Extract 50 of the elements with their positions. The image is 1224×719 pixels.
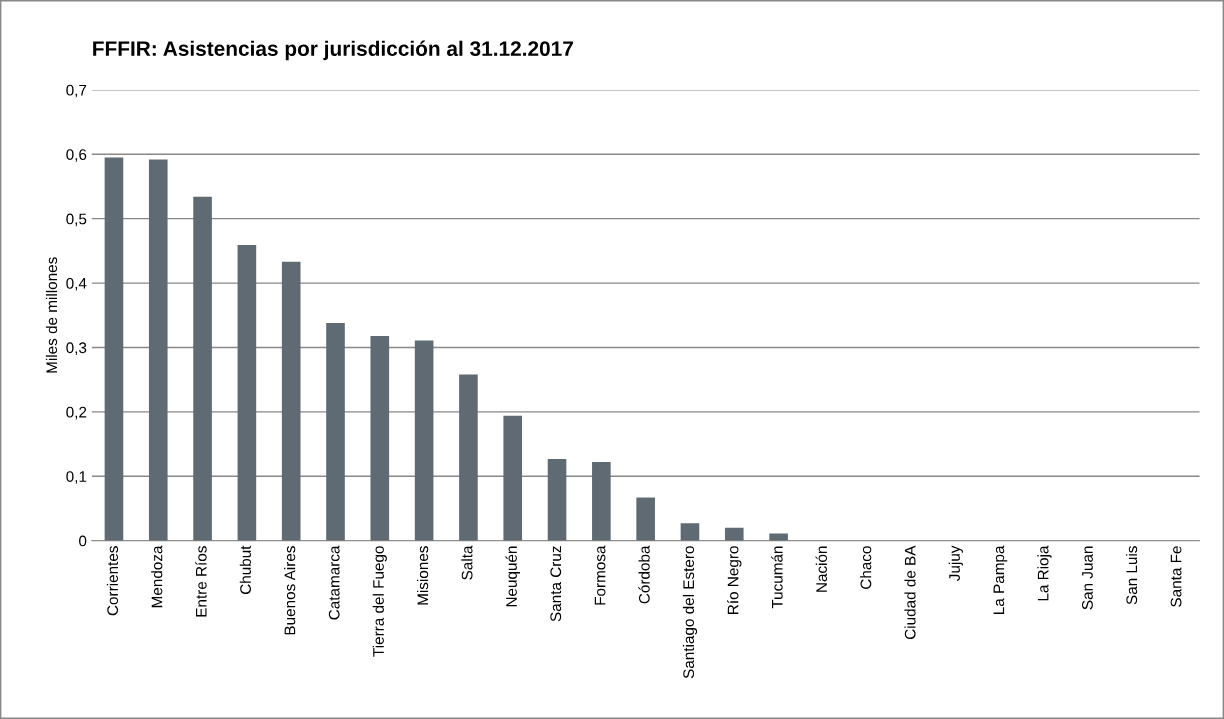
x-tick-label: La Pampa [993, 545, 1008, 614]
y-tick-label: 0,3 [66, 342, 87, 355]
x-tick-label: Salta [461, 545, 473, 580]
x-tick-label: Neuquén [505, 546, 520, 607]
x-tick-label: Corrientes [106, 546, 119, 616]
bar [281, 261, 301, 541]
x-tick-label: La Rioja [1037, 545, 1052, 601]
x-tick-label: Entre Ríos [195, 546, 207, 617]
bar [370, 335, 390, 541]
bar [148, 159, 168, 541]
bar [503, 415, 523, 541]
x-tick-label: Mendoza [151, 545, 163, 608]
bar [724, 527, 744, 541]
y-tick-label: 0,2 [66, 406, 87, 420]
x-tick-label: Tierra del Fuego [372, 546, 387, 657]
bar [104, 157, 124, 541]
x-tick-label: Río Negro [727, 546, 742, 614]
x-tick-label: Santa Fe [1170, 546, 1182, 607]
x-tick-label: Santiago del Estero [682, 546, 698, 679]
y-tick-label: 0,5 [66, 213, 87, 227]
x-tick-label: Ciudad de BA [904, 545, 916, 640]
bar [547, 458, 567, 541]
bar [592, 462, 611, 541]
x-tick-label: Catamarca [328, 545, 340, 620]
y-tick-label: 0,7 [66, 84, 87, 98]
bar [193, 196, 212, 541]
y-tick-label: 0,6 [66, 149, 87, 162]
bar [680, 523, 700, 541]
x-tick-label: Santa Cruz [550, 546, 562, 622]
chart-title: FFFIR: Asistencias por jurisdicción al 31.12.2017 [93, 40, 573, 61]
y-tick-label: 0 [79, 535, 87, 547]
y-axis-title: Miles de millones [45, 257, 58, 373]
x-tick-label: Misiones [417, 546, 429, 605]
x-tick-label: Córdoba [638, 545, 650, 604]
bar [326, 323, 345, 541]
x-tick-label: Buenos Aires [284, 546, 296, 635]
x-tick-label: Nación [815, 546, 827, 592]
x-tick-label: Tucumán [771, 546, 783, 609]
x-tick-label: Chaco [860, 546, 872, 589]
bar [414, 340, 434, 541]
bar [636, 497, 655, 541]
x-tick-label: San Juan [1082, 546, 1093, 610]
bar [459, 374, 478, 541]
x-tick-label: Jujuy [948, 545, 963, 581]
bar [237, 245, 257, 541]
x-tick-label: San Luis [1125, 546, 1138, 605]
y-tick-label: 0,4 [66, 277, 87, 291]
y-tick-label: 0,1 [66, 471, 87, 484]
x-tick-label: Chubut [239, 545, 251, 595]
x-tick-label: Formosa [594, 545, 606, 605]
